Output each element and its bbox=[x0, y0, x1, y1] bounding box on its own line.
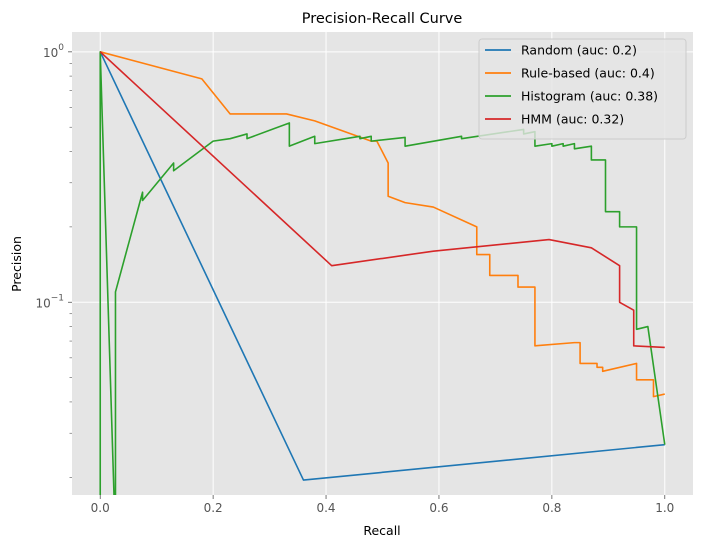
x-tick-label: 0.6 bbox=[429, 501, 448, 515]
x-tick-label: 0.4 bbox=[316, 501, 335, 515]
legend-label-rule-based: Rule-based (auc: 0.4) bbox=[521, 66, 655, 81]
legend-label-hmm: HMM (auc: 0.32) bbox=[521, 112, 624, 127]
series-line-histogram bbox=[99, 51, 666, 495]
chart-title: Precision-Recall Curve bbox=[302, 11, 463, 27]
series-lines bbox=[99, 51, 666, 495]
axis-ticks: 0.0 0.2 0.4 0.6 0.8 1.0 100 10−1 bbox=[35, 43, 674, 515]
y-axis-label: Precision bbox=[9, 236, 24, 292]
legend-box bbox=[478, 38, 687, 140]
x-tick-label: 0.0 bbox=[91, 501, 110, 515]
x-axis-label: Recall bbox=[363, 523, 400, 538]
series-line-hmm bbox=[99, 51, 665, 349]
legend-label-histogram: Histogram (auc: 0.38) bbox=[521, 89, 658, 104]
y-tick-label: 100 bbox=[43, 43, 64, 60]
series-line-random bbox=[99, 51, 665, 481]
y-tick-label: 10−1 bbox=[35, 293, 64, 310]
x-tick-label: 1.0 bbox=[655, 501, 674, 515]
x-tick-label: 0.8 bbox=[542, 501, 561, 515]
legend-label-random: Random (auc: 0.2) bbox=[521, 43, 637, 58]
legend: Random (auc: 0.2) Rule-based (auc: 0.4) Hi… bbox=[478, 38, 687, 140]
x-tick-label: 0.2 bbox=[204, 501, 223, 515]
